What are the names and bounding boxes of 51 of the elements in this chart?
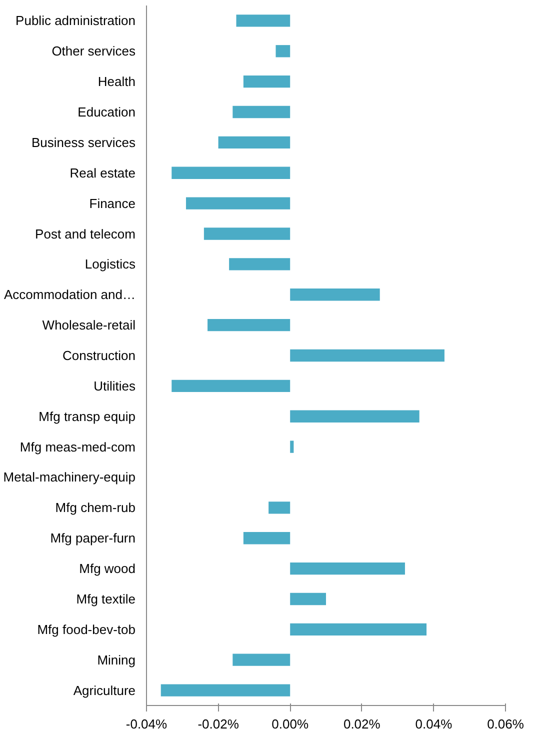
bar bbox=[290, 410, 420, 422]
y-tick-label: Mfg chem-rub bbox=[55, 500, 136, 516]
y-tick-label: Utilities bbox=[94, 378, 136, 394]
bar bbox=[243, 76, 290, 88]
y-tick-label: Logistics bbox=[84, 256, 136, 272]
y-tick-label: Mfg textile bbox=[76, 591, 136, 606]
bar bbox=[290, 592, 326, 606]
y-tick-label: Wholesale-retail bbox=[42, 318, 136, 333]
y-tick-label: Mfg meas-med-com bbox=[20, 439, 136, 454]
y-tick-label: Public administration bbox=[16, 13, 136, 28]
bar bbox=[232, 654, 290, 666]
y-tick-label: Health bbox=[98, 74, 136, 90]
y-tick-label: Mfg food-bev-tob bbox=[37, 622, 136, 637]
y-tick-label: Education bbox=[78, 104, 136, 120]
x-tick-label: 0.00% bbox=[272, 716, 309, 732]
y-tick-label: Construction bbox=[62, 348, 136, 363]
bar bbox=[236, 14, 290, 27]
bar bbox=[160, 684, 290, 696]
bar bbox=[243, 532, 290, 544]
bar bbox=[290, 562, 405, 575]
y-tick-label: Post and telecom bbox=[35, 226, 136, 242]
x-tick-label: 0.02% bbox=[343, 716, 381, 732]
y-tick-label: Metal-machinery-equip bbox=[3, 470, 136, 485]
bar bbox=[208, 318, 290, 332]
bar bbox=[218, 136, 290, 149]
bar bbox=[290, 349, 444, 362]
bar bbox=[229, 258, 290, 270]
y-tick-label: Other services bbox=[52, 44, 136, 59]
y-tick-label: Finance bbox=[89, 196, 136, 211]
bar bbox=[290, 288, 380, 301]
y-tick-label: Mfg wood bbox=[79, 561, 136, 576]
bar bbox=[276, 45, 290, 58]
y-tick-label: Agriculture bbox=[73, 682, 136, 698]
y-tick-label: Mfg transp equip bbox=[38, 408, 136, 424]
x-tick-label: -0.02% bbox=[198, 716, 240, 732]
x-tick-label: 0.04% bbox=[415, 716, 453, 732]
bar bbox=[172, 166, 290, 179]
y-tick-label: Mfg paper-furn bbox=[50, 530, 136, 546]
bar bbox=[232, 106, 290, 118]
y-tick-label: Real estate bbox=[70, 165, 136, 180]
y-tick-label: Mining bbox=[97, 652, 136, 668]
y-tick-label: Business services bbox=[31, 134, 136, 150]
bar bbox=[186, 197, 290, 210]
bar bbox=[290, 623, 427, 636]
x-tick-label: 0.06% bbox=[487, 716, 524, 732]
y-tick-label: Accommodation and… bbox=[4, 287, 136, 302]
bar bbox=[290, 440, 294, 453]
bar bbox=[204, 228, 290, 240]
bar bbox=[172, 380, 290, 392]
bar bbox=[268, 502, 290, 514]
x-tick-label: -0.04% bbox=[126, 716, 168, 732]
